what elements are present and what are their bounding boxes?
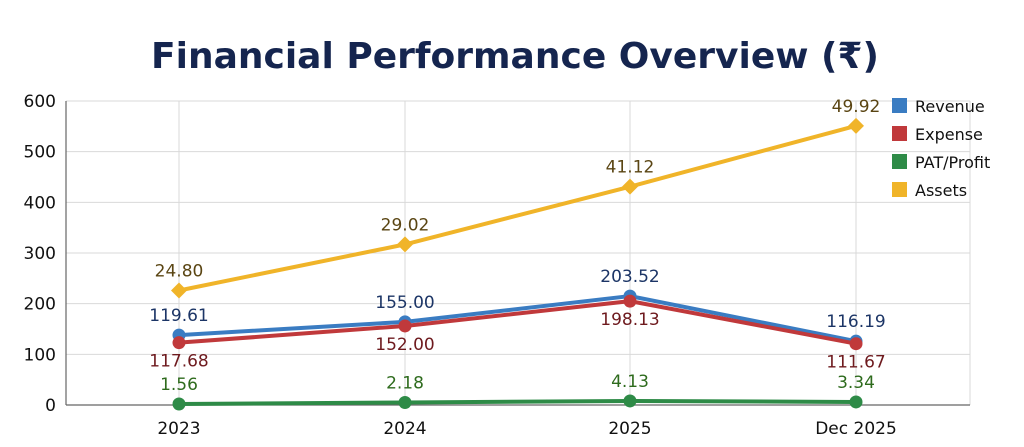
x-tick-label: 2023 bbox=[157, 419, 200, 439]
chart-title: Financial Performance Overview (₹) bbox=[151, 36, 879, 77]
point-assets bbox=[171, 282, 187, 299]
data-label-revenue: 116.19 bbox=[826, 312, 885, 332]
data-label-expense: 152.00 bbox=[375, 335, 434, 355]
series-line-expense bbox=[177, 299, 858, 346]
point-pat-profit bbox=[849, 395, 863, 409]
point-expense bbox=[849, 337, 863, 351]
y-tick-label: 400 bbox=[24, 193, 56, 213]
legend-swatch-pat-profit bbox=[892, 154, 907, 169]
point-assets bbox=[397, 236, 413, 253]
legend-label-expense: Expense bbox=[915, 125, 983, 144]
legend: Revenue Expense PAT/Profit Assets bbox=[892, 97, 990, 200]
point-expense bbox=[172, 336, 186, 350]
point-pat-profit bbox=[623, 394, 637, 408]
data-label-pat-profit: 3.34 bbox=[837, 373, 875, 393]
data-label-revenue: 155.00 bbox=[375, 293, 434, 313]
point-assets bbox=[622, 178, 638, 195]
series-line-pat-profit bbox=[177, 398, 858, 406]
y-tick-label: 0 bbox=[45, 396, 56, 416]
legend-swatch-expense bbox=[892, 126, 907, 141]
data-label-revenue: 119.61 bbox=[149, 306, 208, 326]
grid bbox=[66, 100, 971, 405]
y-tick-label: 100 bbox=[24, 345, 56, 365]
data-label-revenue: 203.52 bbox=[600, 267, 659, 287]
series-layer bbox=[171, 117, 864, 411]
point-expense bbox=[398, 319, 412, 333]
point-pat-profit bbox=[172, 397, 186, 411]
data-label-assets: 49.92 bbox=[832, 97, 881, 117]
data-label-expense: 111.67 bbox=[826, 353, 885, 373]
data-label-assets: 41.12 bbox=[606, 158, 655, 178]
axes: 0 100 200 300 400 500 600 2023 2024 2025 Dec 2025 bbox=[24, 92, 970, 439]
data-labels: 119.61 155.00 203.52 116.19 117.68 152.00 198.… bbox=[149, 97, 885, 395]
legend-label-pat-profit: PAT/Profit bbox=[915, 153, 990, 172]
series-line-revenue bbox=[177, 294, 858, 344]
x-tick-label: 2024 bbox=[383, 419, 426, 439]
data-label-pat-profit: 4.13 bbox=[611, 372, 649, 392]
point-pat-profit bbox=[398, 395, 412, 409]
y-tick-label: 300 bbox=[24, 244, 56, 264]
y-tick-label: 500 bbox=[24, 143, 56, 163]
y-tick-label: 600 bbox=[24, 92, 56, 112]
data-label-expense: 198.13 bbox=[600, 310, 659, 330]
data-label-assets: 24.80 bbox=[155, 261, 204, 281]
point-assets bbox=[848, 117, 864, 134]
legend-label-assets: Assets bbox=[915, 181, 967, 200]
data-label-pat-profit: 2.18 bbox=[386, 373, 424, 393]
legend-label-revenue: Revenue bbox=[915, 97, 985, 116]
x-tick-label: Dec 2025 bbox=[815, 419, 897, 439]
series-line-assets bbox=[177, 123, 858, 293]
y-tick-label: 200 bbox=[24, 295, 56, 315]
legend-swatch-assets bbox=[892, 182, 907, 197]
legend-swatch-revenue bbox=[892, 98, 907, 113]
x-tick-label: 2025 bbox=[608, 419, 651, 439]
data-label-expense: 117.68 bbox=[149, 352, 208, 372]
data-label-assets: 29.02 bbox=[381, 215, 430, 235]
point-expense bbox=[623, 294, 637, 308]
data-label-pat-profit: 1.56 bbox=[160, 375, 198, 395]
